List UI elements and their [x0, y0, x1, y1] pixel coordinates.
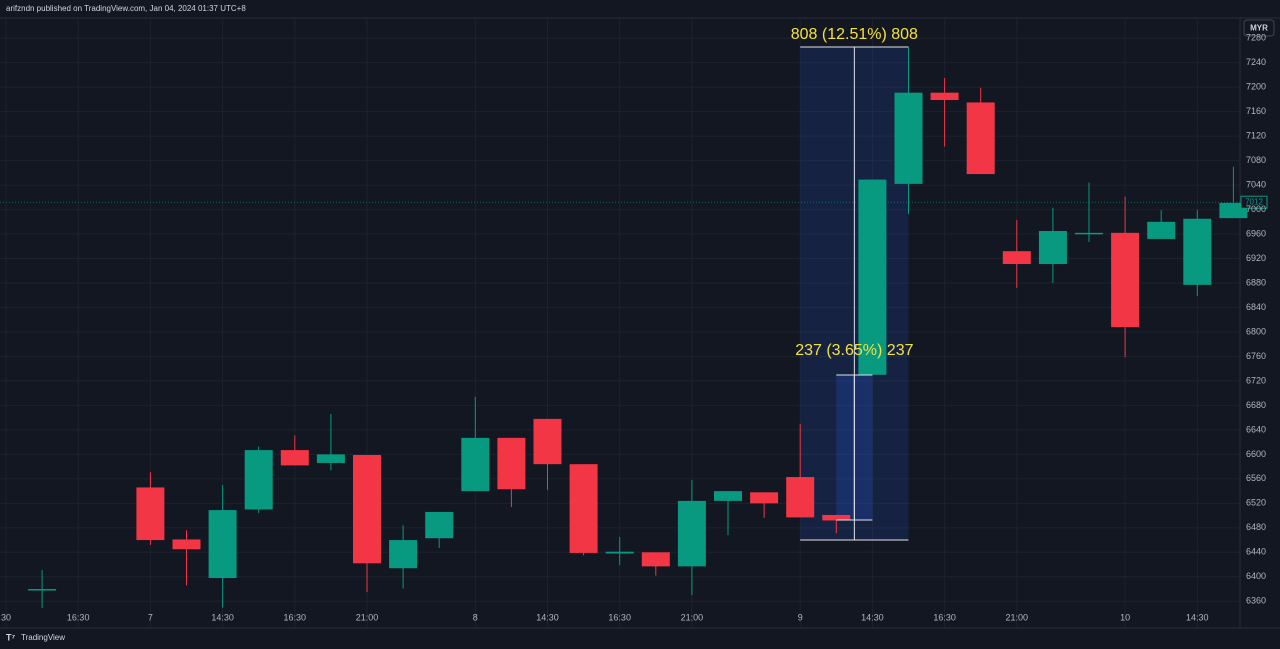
y-tick-label: 7120: [1246, 130, 1266, 140]
x-tick-label: 21:00: [1006, 612, 1029, 622]
y-tick-label: 6360: [1246, 596, 1266, 606]
annotation: 808 (12.51%) 808: [791, 26, 918, 43]
y-tick-label: 6960: [1246, 228, 1266, 238]
candle-body: [822, 514, 851, 521]
y-tick-label: 7040: [1246, 179, 1266, 189]
x-tick-label: 16:30: [284, 612, 307, 622]
x-tick-label: 8: [473, 612, 478, 622]
x-tick-label: 10: [1120, 612, 1130, 622]
candle-body: [1038, 230, 1067, 265]
plot: 808 (12.51%) 808 237 (3.65%) 237 7012: [0, 26, 1268, 608]
x-tick-label: 14:30: [1186, 612, 1209, 622]
candle-body: [1002, 251, 1031, 265]
candle-body: [966, 102, 995, 175]
candle-body: [497, 437, 526, 490]
candle-body: [353, 454, 381, 564]
last-price-label: 7012: [1245, 197, 1263, 206]
y-tick-label: 6400: [1246, 571, 1266, 581]
candle-body: [605, 551, 634, 554]
x-tick-label: 16:30: [67, 612, 90, 622]
y-tick-label: 7080: [1246, 155, 1266, 165]
last-price-box: [1240, 195, 1268, 209]
x-tick-label: 14:30: [211, 612, 234, 622]
currency[interactable]: MYR: [1250, 24, 1268, 33]
y-tick-label: 7000: [1246, 204, 1266, 214]
y-tick-label: 7160: [1246, 106, 1266, 116]
candle-body: [461, 437, 490, 492]
y-tick-label: 6880: [1246, 277, 1266, 287]
candle-body: [858, 179, 887, 375]
candle-body: [425, 511, 454, 539]
y-tick-label: 6720: [1246, 375, 1266, 385]
candle-body: [1075, 232, 1103, 235]
candle-body: [1183, 218, 1212, 285]
x-tick-label: 21:00: [681, 612, 704, 622]
candle-body: [714, 491, 742, 501]
y-tick-label: 6680: [1246, 400, 1266, 410]
y-tick-label: 6600: [1246, 449, 1266, 459]
x-tick-label: 9: [798, 612, 803, 622]
y-tick-label: 6480: [1246, 522, 1266, 532]
y-tick-label: 6520: [1246, 498, 1266, 508]
candle-body: [1219, 202, 1248, 219]
logo: T⁷ TradingView: [6, 632, 65, 642]
logo-mark: T⁷: [6, 632, 15, 642]
candle-body: [208, 510, 237, 579]
y-tick-label: 6560: [1246, 473, 1266, 483]
candle-body: [569, 464, 598, 553]
y-tick-label: 7240: [1246, 57, 1266, 67]
header: arifzndn published on TradingView.com, J…: [6, 4, 246, 13]
y-tick-label: 6920: [1246, 253, 1266, 263]
grid: [0, 18, 1240, 628]
y-tick-label: 6440: [1246, 547, 1266, 557]
candle-body: [280, 450, 309, 466]
y-tick-label: 6800: [1246, 326, 1266, 336]
candle-body: [786, 477, 815, 518]
candle-body: [136, 487, 165, 541]
x-tick-label: 7: [148, 612, 153, 622]
x-tick-label: 14:30: [861, 612, 884, 622]
candle-body: [1147, 221, 1176, 239]
candle-body: [641, 552, 670, 567]
candle-body: [316, 454, 345, 463]
brand: TradingView: [21, 633, 65, 642]
candle-body: [172, 539, 201, 550]
candle-body: [750, 492, 779, 504]
candle-body: [1111, 232, 1140, 328]
x-tick-label: 14:30: [536, 612, 559, 622]
x-tick-label: 16:30: [608, 612, 631, 622]
x-tick-label: 21:00: [356, 612, 379, 622]
candle-body: [533, 418, 562, 465]
currency-box[interactable]: [1243, 19, 1275, 37]
candle-body: [244, 450, 273, 510]
x-tick-label: 16:30: [933, 612, 956, 622]
candle-body: [28, 589, 57, 591]
y-tick-label: 6640: [1246, 424, 1266, 434]
candle-body: [389, 540, 418, 569]
candle-body: [677, 500, 706, 567]
candle-body: [930, 92, 959, 101]
y-tick-label: 7280: [1246, 33, 1266, 43]
y-tick-label: 7200: [1246, 82, 1266, 92]
y-tick-label: 6840: [1246, 302, 1266, 312]
candle-body: [894, 92, 923, 184]
annotation: 237 (3.65%) 237: [795, 342, 913, 359]
x-tick-label: 30: [1, 612, 11, 622]
y-tick-label: 6760: [1246, 351, 1266, 361]
